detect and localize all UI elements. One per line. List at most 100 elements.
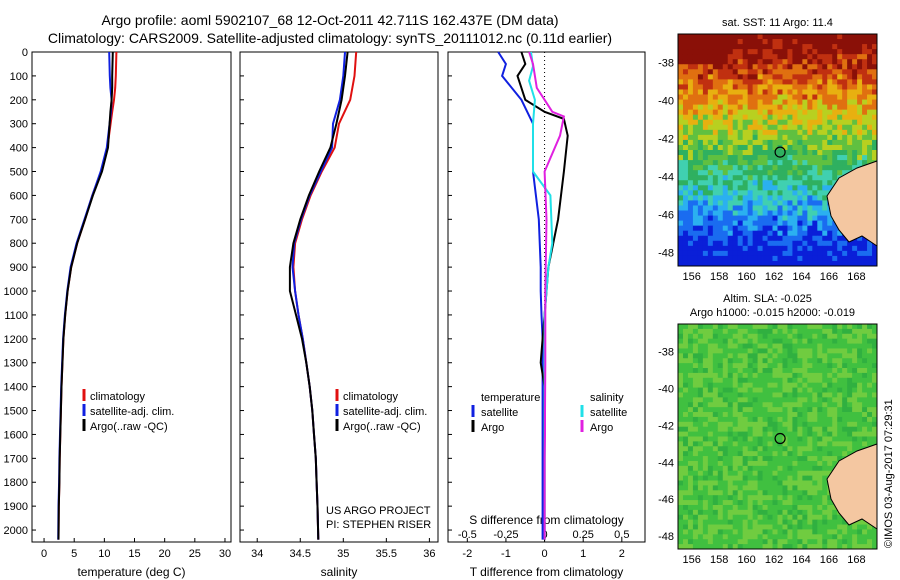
map-cell	[777, 495, 783, 501]
map-cell	[832, 240, 838, 247]
map-cell	[792, 109, 798, 116]
map-cell	[837, 94, 843, 100]
map-cell	[757, 495, 763, 501]
map-cell	[767, 64, 773, 70]
map-cell	[802, 205, 808, 211]
map-cell	[732, 260, 739, 267]
map-cell	[787, 519, 793, 525]
map-cell	[762, 402, 768, 408]
map-lon-label: 160	[737, 554, 755, 566]
map-cell	[707, 190, 714, 196]
map-cell	[862, 358, 868, 364]
map-cell	[812, 495, 818, 501]
map-cell	[812, 324, 818, 330]
map-cell	[732, 402, 739, 408]
map-cell	[842, 144, 848, 151]
map-cell	[777, 255, 783, 262]
map-cell	[782, 79, 788, 85]
map-cell	[727, 205, 734, 211]
map-cell	[847, 155, 853, 161]
map-cell	[707, 475, 714, 481]
map-cell	[832, 426, 838, 433]
map-cell	[752, 124, 759, 131]
map-cell	[707, 79, 714, 85]
map-cell	[792, 392, 798, 398]
map-cell	[787, 490, 793, 496]
map-cell	[767, 119, 773, 126]
map-cell	[797, 333, 803, 340]
map-cell	[812, 59, 818, 65]
map-cell	[782, 134, 788, 141]
map-cell	[742, 324, 749, 330]
map-cell	[867, 160, 873, 166]
map-cell	[832, 539, 838, 545]
map-cell	[857, 544, 863, 550]
map-cell	[802, 139, 808, 146]
map-cell	[732, 119, 739, 126]
map-cell	[678, 456, 684, 462]
map-cell	[682, 475, 689, 481]
map-cell	[842, 407, 848, 413]
map-cell	[782, 250, 788, 257]
map-cell	[862, 250, 868, 257]
map-cell	[842, 89, 848, 95]
map-cell	[678, 368, 684, 374]
map-cell	[797, 89, 803, 95]
map-cell	[812, 372, 818, 379]
map-cell	[702, 114, 709, 121]
map-cell	[767, 59, 773, 65]
y-tick-label: 2000	[4, 525, 28, 537]
map-cell	[772, 44, 778, 50]
map-cell	[777, 358, 783, 364]
map-cell	[752, 260, 759, 267]
map-cell	[727, 397, 734, 403]
map-cell	[737, 465, 744, 472]
map-cell	[717, 139, 724, 146]
map-cell	[752, 185, 759, 191]
map-cell	[722, 165, 729, 171]
map-cell	[782, 210, 788, 216]
map-cell	[802, 200, 808, 206]
map-cell	[707, 343, 714, 349]
map-cell	[812, 89, 818, 95]
map-cell	[782, 129, 788, 136]
map-cell	[757, 155, 763, 161]
map-cell	[852, 155, 858, 161]
map-cell	[697, 382, 704, 388]
map-cell	[722, 431, 729, 437]
map-cell	[692, 94, 699, 100]
map-cell	[872, 69, 878, 75]
map-cell	[807, 485, 813, 491]
map-cell	[722, 529, 729, 535]
map-cell	[732, 544, 739, 550]
map-cell	[687, 230, 694, 237]
map-cell	[752, 170, 759, 176]
map-cell	[817, 504, 823, 511]
map-cell	[847, 245, 853, 252]
map-cell	[747, 338, 754, 344]
map-cell	[827, 431, 833, 437]
map-lon-label: 160	[737, 271, 755, 283]
map-cell	[712, 475, 719, 481]
map-cell	[802, 421, 808, 428]
map-cell	[822, 382, 828, 388]
map-cell	[747, 104, 754, 111]
map-cell	[867, 539, 873, 545]
map-cell	[822, 377, 828, 384]
map-cell	[678, 49, 684, 55]
map-cell	[842, 114, 848, 121]
map-cell	[767, 524, 773, 530]
map-cell	[707, 426, 714, 433]
map-cell	[792, 534, 798, 540]
map-cell	[777, 109, 783, 116]
map-cell	[682, 485, 689, 491]
map-cell	[757, 436, 763, 442]
map-cell	[717, 144, 724, 151]
map-cell	[837, 59, 843, 65]
map-cell	[847, 451, 853, 457]
map-cell	[797, 368, 803, 374]
map-cell	[772, 240, 778, 247]
map-cell	[797, 514, 803, 521]
map-cell	[867, 99, 873, 106]
map-cell	[862, 519, 868, 525]
